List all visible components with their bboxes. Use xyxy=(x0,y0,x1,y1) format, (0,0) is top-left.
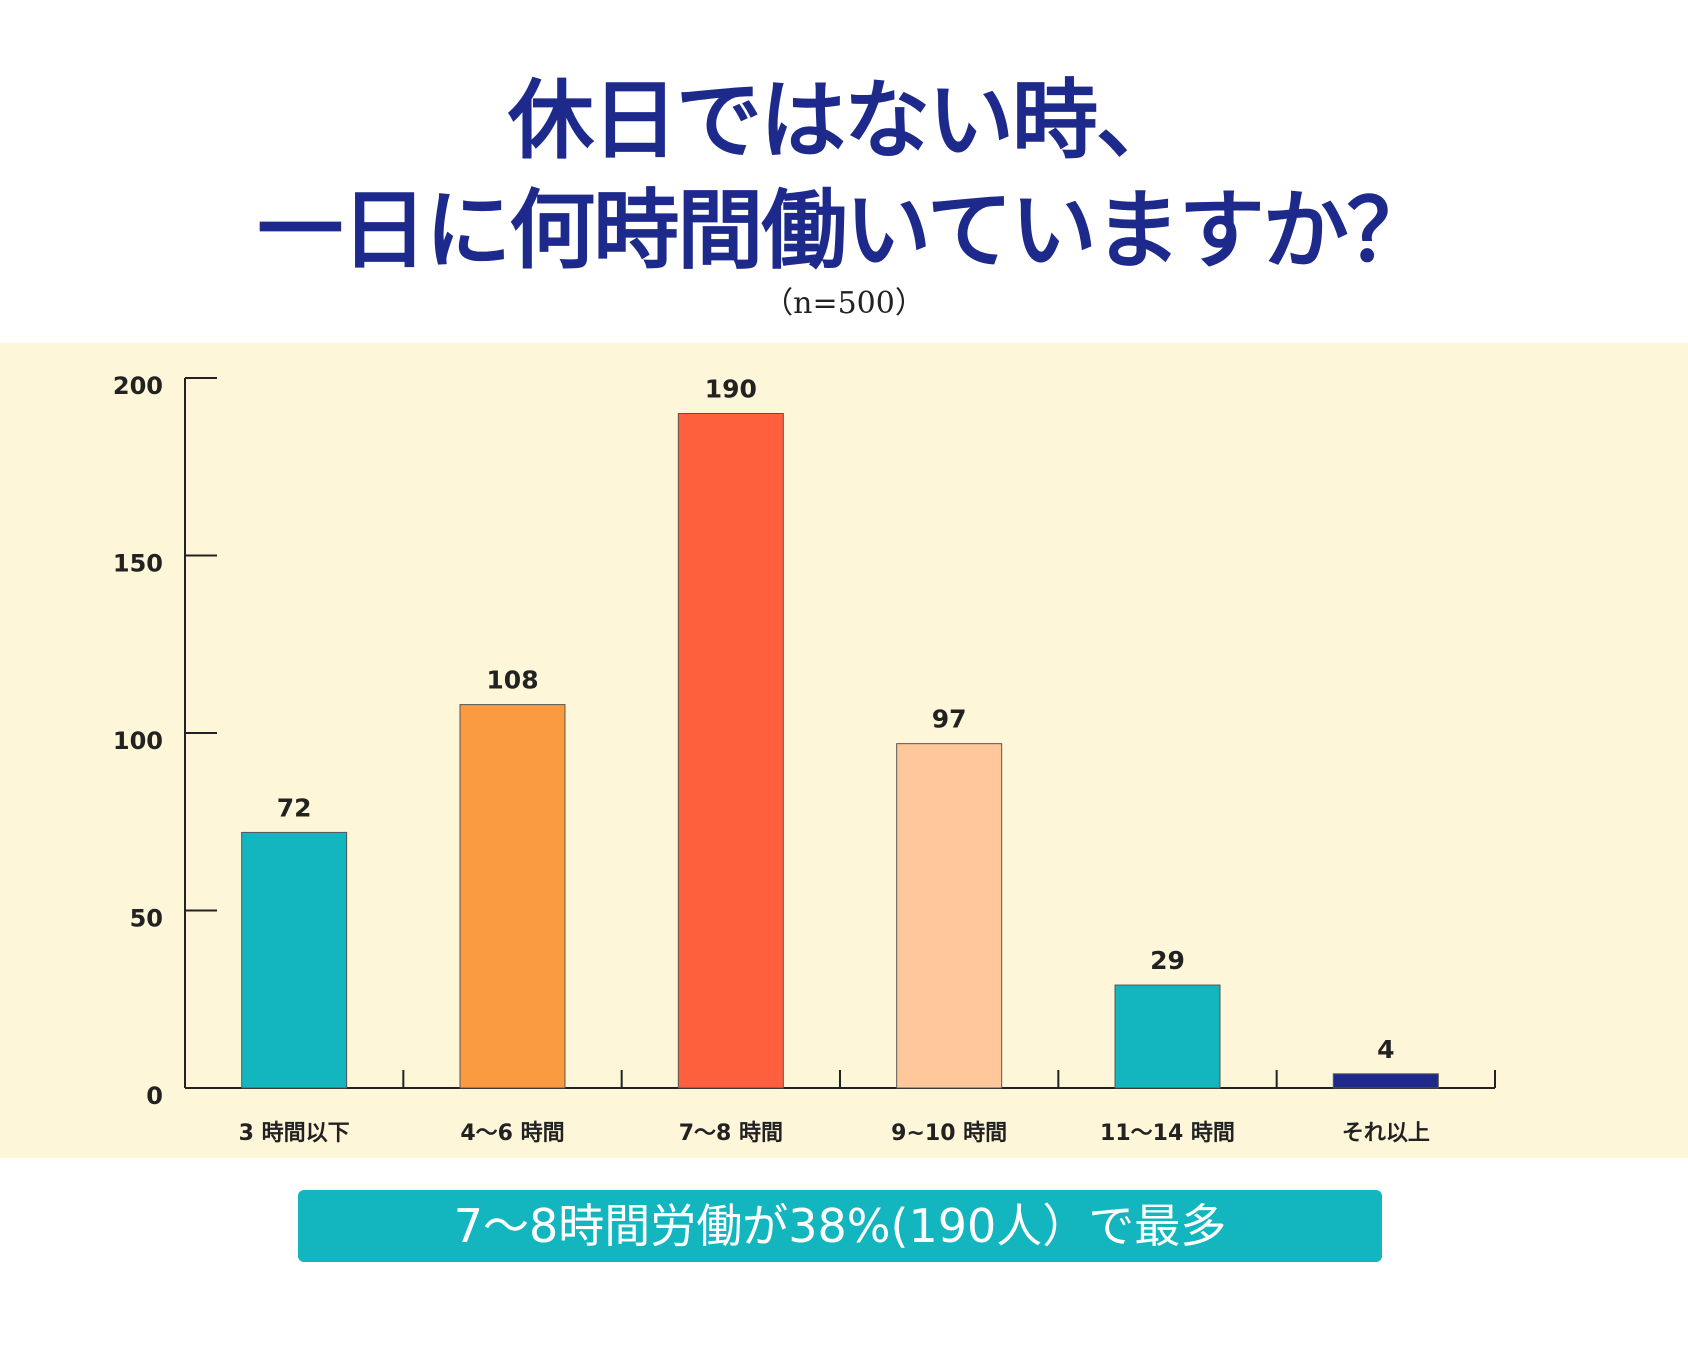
bar-value-label: 108 xyxy=(486,666,538,695)
bar xyxy=(241,831,348,1089)
bar xyxy=(896,743,1003,1089)
bar-value-label: 72 xyxy=(277,793,312,822)
y-tick-label: 100 xyxy=(113,727,163,755)
sample-size-note: （n=500） xyxy=(763,286,925,321)
x-category-label: 7〜8 時間 xyxy=(679,1121,783,1146)
bar-value-label: 29 xyxy=(1150,946,1185,975)
bar xyxy=(1332,1073,1439,1089)
y-tick-label: 200 xyxy=(113,372,163,400)
chart-title-line-2: 一日に何時間働いていますか？ xyxy=(257,181,1432,281)
y-tick-label: 150 xyxy=(113,550,163,578)
x-category-label: 4〜6 時間 xyxy=(460,1121,564,1146)
x-category-label: 11〜14 時間 xyxy=(1100,1121,1235,1146)
bar-value-label: 97 xyxy=(932,705,967,734)
bar xyxy=(459,704,566,1089)
x-category-label: 9~10 時間 xyxy=(891,1121,1007,1146)
bar xyxy=(1114,984,1221,1089)
bar xyxy=(677,413,784,1089)
y-tick-label: 50 xyxy=(130,905,163,933)
bar-value-label: 4 xyxy=(1377,1035,1394,1064)
x-category-label: 3 時間以下 xyxy=(239,1121,350,1146)
x-category-label: それ以上 xyxy=(1342,1121,1430,1146)
bar-chart: 0 50 100 150 200 72 3 時間以下 108 4〜6 時間 190 7〜8 時間 97… xyxy=(113,372,1496,1146)
chart-panel: 0 50 100 150 200 72 3 時間以下 108 4〜6 時間 190 7〜8 時間 97… xyxy=(0,343,1688,1158)
bar-value-label: 190 xyxy=(705,375,757,404)
y-tick-label: 0 xyxy=(146,1082,163,1110)
summary-banner: 7〜8時間労働が38%(190人）で最多 xyxy=(298,1190,1382,1262)
chart-title-line-1: 休日ではない時、 xyxy=(508,71,1182,171)
